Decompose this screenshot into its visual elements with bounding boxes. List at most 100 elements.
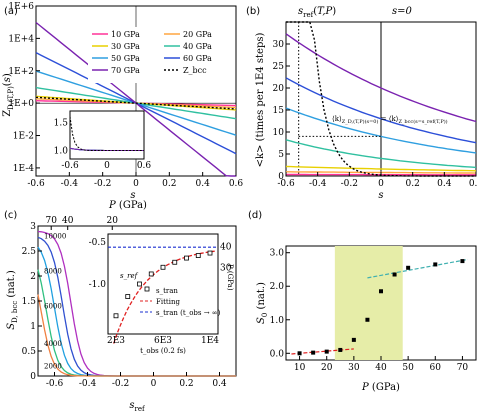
y-tick-label: 1E+6 bbox=[8, 2, 34, 12]
data-point bbox=[195, 253, 201, 258]
panel-d-ylabel: S0 (nat.) bbox=[256, 282, 269, 324]
y-tick-label: 0.5 bbox=[22, 347, 37, 357]
panel-a-inset: -0.6 0 0.6 1.0 1.5 bbox=[54, 110, 151, 171]
panel-d-label: (d) bbox=[248, 210, 262, 221]
top-tick-label: 40 bbox=[62, 216, 74, 226]
panel-d-content bbox=[291, 246, 468, 360]
data-point bbox=[160, 264, 166, 270]
data-point bbox=[137, 281, 142, 287]
x-tick-label: 40 bbox=[375, 363, 387, 373]
panel-b: (b) -0.6 -0.4 -0.2 0 0.2 0.4 0.6 0 5 10 15 20 25 30 s… bbox=[246, 6, 478, 201]
panel-c-lines: 10000 8000 6000 4000 2000 bbox=[37, 230, 236, 377]
inset-line bbox=[69, 147, 144, 151]
panel-a-inset-frame bbox=[69, 110, 145, 160]
data-point bbox=[406, 265, 411, 270]
curve-label: 10000 bbox=[44, 233, 66, 241]
panel-b-top-s0: s=0 bbox=[392, 6, 413, 17]
x-tick-label: -0.6 bbox=[46, 379, 64, 389]
x-tick-label: 60 bbox=[430, 363, 442, 373]
panel-c-ylabel: SD, bcc (nat.) bbox=[6, 270, 19, 330]
panel-b-label: (b) bbox=[246, 6, 260, 17]
y-tick-label: 0 bbox=[30, 372, 36, 382]
legend-label: s_tran (t_obs → ∞) bbox=[156, 309, 221, 317]
y-tick-label: 2 bbox=[30, 272, 36, 282]
series-line bbox=[285, 165, 477, 172]
panel-a-lines bbox=[35, 6, 237, 177]
x-tick-label: 70 bbox=[457, 363, 469, 373]
panel-b-ylabel: <k> (times per 1E4 steps) bbox=[255, 32, 266, 167]
y-tick-label: 1 bbox=[30, 322, 36, 332]
y-tick-label: 2.0 bbox=[270, 282, 285, 292]
series-line bbox=[285, 77, 477, 144]
inset-xlabel: t_obs (0.2 fs) bbox=[140, 347, 186, 355]
data-point bbox=[207, 250, 213, 256]
y-tick-label: 1E+0 bbox=[8, 99, 34, 109]
data-point bbox=[172, 259, 178, 265]
y-tick-label: 3.0 bbox=[270, 249, 285, 259]
panel-b-ticks: -0.6 -0.4 -0.2 0 0.2 0.4 0.6 0 5 10 15 20 25 30 bbox=[273, 40, 478, 189]
y-tick-label: 30 bbox=[273, 40, 285, 50]
panel-d-xlabel: P (GPa) bbox=[361, 382, 400, 393]
fit-low bbox=[291, 348, 354, 355]
y-tick-label: 1.5 bbox=[22, 297, 37, 307]
data-point bbox=[392, 272, 397, 277]
inset-y-tick: 1.0 bbox=[54, 147, 69, 157]
x-tick-label: 50 bbox=[402, 363, 414, 373]
inset-y2-tick: 30 bbox=[220, 263, 232, 273]
data-point bbox=[184, 255, 189, 261]
x-tick-label: -0.4 bbox=[61, 179, 79, 189]
y-tick-label: 1E-4 bbox=[13, 164, 35, 174]
x-tick-label: -0.6 bbox=[277, 179, 295, 189]
y-tick-label: 1E-2 bbox=[13, 132, 34, 142]
y-tick-label: 15 bbox=[273, 106, 285, 116]
top-tick-label: 70 bbox=[45, 216, 57, 226]
inset-y2-tick: 40 bbox=[220, 242, 232, 252]
x-tick-label: 0.4 bbox=[196, 179, 211, 189]
panel-a: (a) -0.6 -0.4 -0.2 0 0.2 0.4 0.6 1E-4 1E-2 1E+0 1E… bbox=[2, 2, 243, 201]
panel-c-inset-frame bbox=[107, 233, 219, 335]
panel-c-toplabel: P (GPa) bbox=[108, 200, 147, 211]
y-tick-label: 10 bbox=[273, 128, 285, 138]
y-tick-label: 20 bbox=[273, 84, 285, 94]
curve-label: 4000 bbox=[44, 340, 62, 348]
series-line bbox=[35, 96, 237, 110]
data-point bbox=[433, 262, 438, 267]
fit-high bbox=[367, 258, 468, 279]
inset-x-tick: 2E3 bbox=[107, 336, 125, 346]
y-tick-label: 5 bbox=[278, 150, 284, 160]
x-tick-label: 0.2 bbox=[406, 179, 420, 189]
inset-y-tick: -0.5 bbox=[89, 238, 107, 248]
panel-a-label: (a) bbox=[4, 6, 18, 17]
data-point bbox=[297, 351, 302, 356]
legend-label: 40 GPa bbox=[183, 42, 212, 51]
series-line bbox=[285, 107, 477, 154]
x-tick-label: -0.4 bbox=[309, 179, 327, 189]
legend-label: 20 GPa bbox=[183, 30, 212, 39]
highlight-region bbox=[334, 246, 403, 360]
x-tick-label: 30 bbox=[348, 363, 360, 373]
x-tick-label: 0.6 bbox=[229, 179, 244, 189]
x-tick-label: 0.2 bbox=[162, 179, 176, 189]
inset-x-tick: 6E3 bbox=[154, 336, 172, 346]
panel-a-xlabel: s bbox=[130, 190, 135, 201]
data-point bbox=[113, 313, 119, 319]
inset-x-tick: -0.6 bbox=[61, 161, 79, 171]
x-tick-label: -0.2 bbox=[94, 179, 111, 189]
x-tick-label: 0.2 bbox=[179, 379, 193, 389]
legend-label: Z_bcc bbox=[183, 66, 207, 75]
x-tick-label: 20 bbox=[321, 363, 333, 373]
x-tick-label: 0.4 bbox=[437, 179, 452, 189]
inset-y-tick: 1.5 bbox=[54, 118, 69, 128]
panel-b-xlabel: s bbox=[378, 190, 383, 201]
series-line bbox=[285, 139, 477, 169]
data-point bbox=[365, 317, 370, 322]
x-tick-label: 0 bbox=[378, 179, 384, 189]
panel-b-lines bbox=[285, 21, 477, 177]
x-tick-label: 0.4 bbox=[212, 379, 227, 389]
legend-label: 60 GPa bbox=[183, 54, 212, 63]
x-tick-label: 0.6 bbox=[469, 179, 478, 189]
x-tick-label: -0.4 bbox=[79, 379, 97, 389]
panel-b-top-sref: sref(T,P) bbox=[298, 6, 336, 19]
legend-marker bbox=[144, 286, 150, 292]
